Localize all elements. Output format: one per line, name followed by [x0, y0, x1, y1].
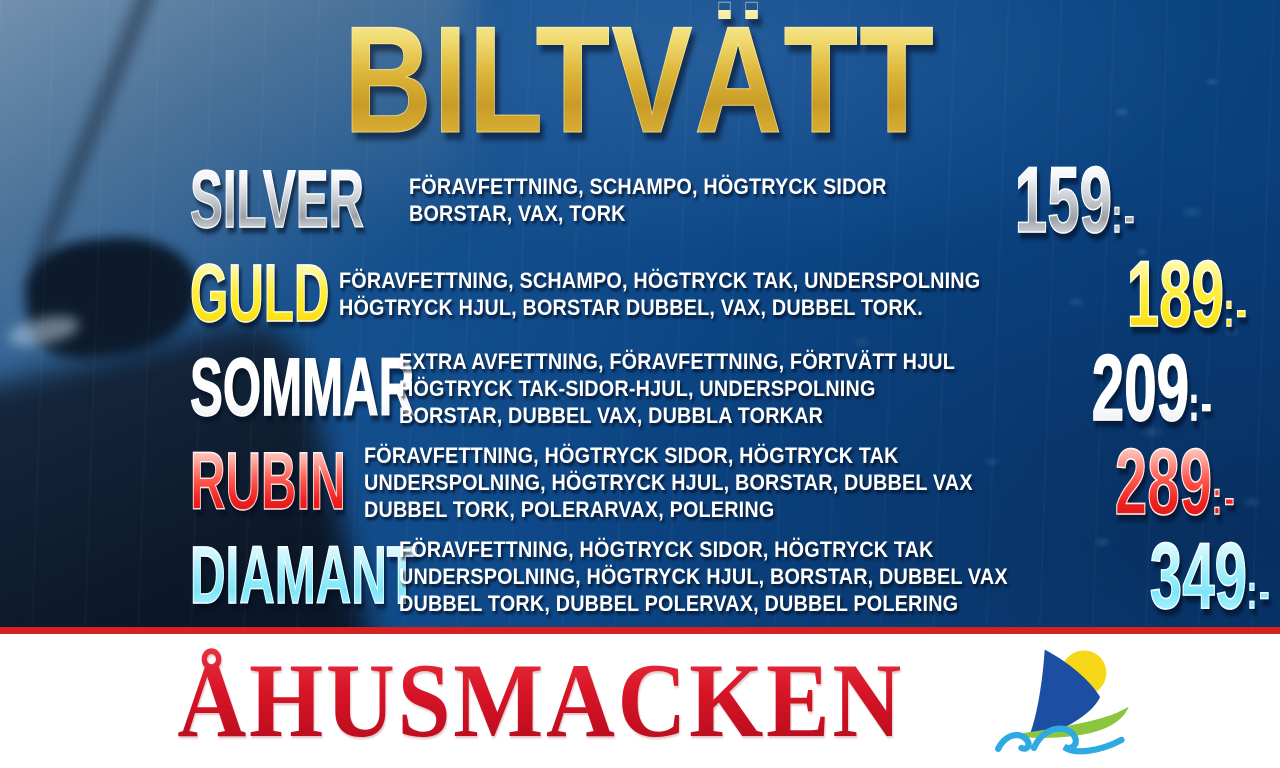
tier-row-diamant: DIAMANT FÖRAVFETTNING, HÖGTRYCK SIDOR, H…	[190, 528, 1271, 624]
red-divider-line	[0, 627, 1280, 634]
tier-row-rubin: RUBIN FÖRAVFETTNING, HÖGTRYCK SIDOR, HÖG…	[190, 434, 1236, 530]
price-value: 289	[1115, 429, 1213, 534]
tier-name-rubin: RUBIN	[190, 436, 347, 527]
poster-title-wrap: BILTVÄTT	[0, 0, 1280, 165]
price-suffix: :-	[1247, 565, 1273, 620]
price-value: 159	[1014, 147, 1112, 252]
price-value: 349	[1150, 523, 1248, 628]
price-suffix: :-	[1212, 471, 1238, 526]
tier-name-silver: SILVER	[190, 154, 365, 245]
description-line: FÖRAVFETTNING, SCHAMPO, HÖGTRYCK SIDOR	[409, 174, 887, 199]
tier-name-diamant: DIAMANT	[190, 530, 418, 621]
tier-description-diamant: FÖRAVFETTNING, HÖGTRYCK SIDOR, HÖGTRYCK …	[385, 536, 1075, 617]
tier-row-silver: SILVER FÖRAVFETTNING, SCHAMPO, HÖGTRYCK …	[190, 152, 1135, 248]
tier-name-guld: GULD	[190, 248, 330, 339]
description-line: BORSTAR, VAX, TORK	[409, 201, 626, 226]
price-value: 209	[1091, 335, 1189, 440]
tier-description-guld: FÖRAVFETTNING, SCHAMPO, HÖGTRYCK TAK, UN…	[325, 267, 1052, 321]
description-line: FÖRAVFETTNING, SCHAMPO, HÖGTRYCK TAK, UN…	[339, 268, 981, 293]
tier-description-silver: FÖRAVFETTNING, SCHAMPO, HÖGTRYCK SIDOR B…	[395, 173, 940, 227]
rain-droplets-texture	[0, 0, 1280, 627]
tier-description-sommar: EXTRA AVFETTNING, FÖRAVFETTNING, FÖRTVÄT…	[385, 348, 1017, 429]
background-photo	[0, 0, 1280, 627]
tier-name-sommar: SOMMAR	[190, 342, 415, 433]
tier-description-rubin: FÖRAVFETTNING, HÖGTRYCK SIDOR, HÖGTRYCK …	[350, 442, 1040, 523]
description-line: BORSTAR, DUBBEL VAX, DUBBLA TORKAR	[399, 402, 824, 428]
description-line: HÖGTRYCK TAK-SIDOR-HJUL, UNDERSPOLNING	[399, 375, 876, 401]
tier-price-sommar: 209:-	[1017, 340, 1214, 436]
tier-row-guld: GULD FÖRAVFETTNING, SCHAMPO, HÖGTRYCK TA…	[190, 246, 1247, 342]
price-list: SILVER FÖRAVFETTNING, SCHAMPO, HÖGTRYCK …	[190, 152, 1271, 624]
price-value: 189	[1126, 241, 1224, 346]
tier-price-rubin: 289:-	[1040, 434, 1238, 530]
footer-brand-bar: ÅHUSMACKEN	[0, 634, 1280, 768]
description-line: FÖRAVFETTNING, HÖGTRYCK SIDOR, HÖGTRYCK …	[364, 442, 899, 468]
description-line: UNDERSPOLNING, HÖGTRYCK HJUL, BORSTAR, D…	[399, 563, 1008, 589]
tier-price-silver: 159:-	[940, 152, 1137, 248]
description-line: HÖGTRYCK HJUL, BORSTAR DUBBEL, VAX, DUBB…	[339, 295, 923, 320]
description-line: DUBBEL TORK, POLERARVAX, POLERING	[364, 496, 775, 522]
description-line: EXTRA AVFETTNING, FÖRAVFETTNING, FÖRTVÄT…	[399, 348, 956, 374]
price-suffix: :-	[1223, 283, 1249, 338]
tier-row-sommar: SOMMAR EXTRA AVFETTNING, FÖRAVFETTNING, …	[190, 340, 1212, 436]
price-suffix: :-	[1111, 189, 1137, 244]
sailboat-sun-wave-logo-icon	[994, 649, 1129, 755]
description-line: FÖRAVFETTNING, HÖGTRYCK SIDOR, HÖGTRYCK …	[399, 536, 934, 562]
tier-price-diamant: 349:-	[1075, 528, 1273, 624]
brand-name: ÅHUSMACKEN	[177, 642, 905, 759]
price-suffix: :-	[1188, 377, 1214, 432]
tier-price-guld: 189:-	[1052, 246, 1249, 342]
description-line: UNDERSPOLNING, HÖGTRYCK HJUL, BORSTAR, D…	[364, 469, 973, 495]
poster-title: BILTVÄTT	[344, 0, 936, 165]
description-line: DUBBEL TORK, DUBBEL POLERVAX, DUBBEL POL…	[399, 590, 959, 616]
